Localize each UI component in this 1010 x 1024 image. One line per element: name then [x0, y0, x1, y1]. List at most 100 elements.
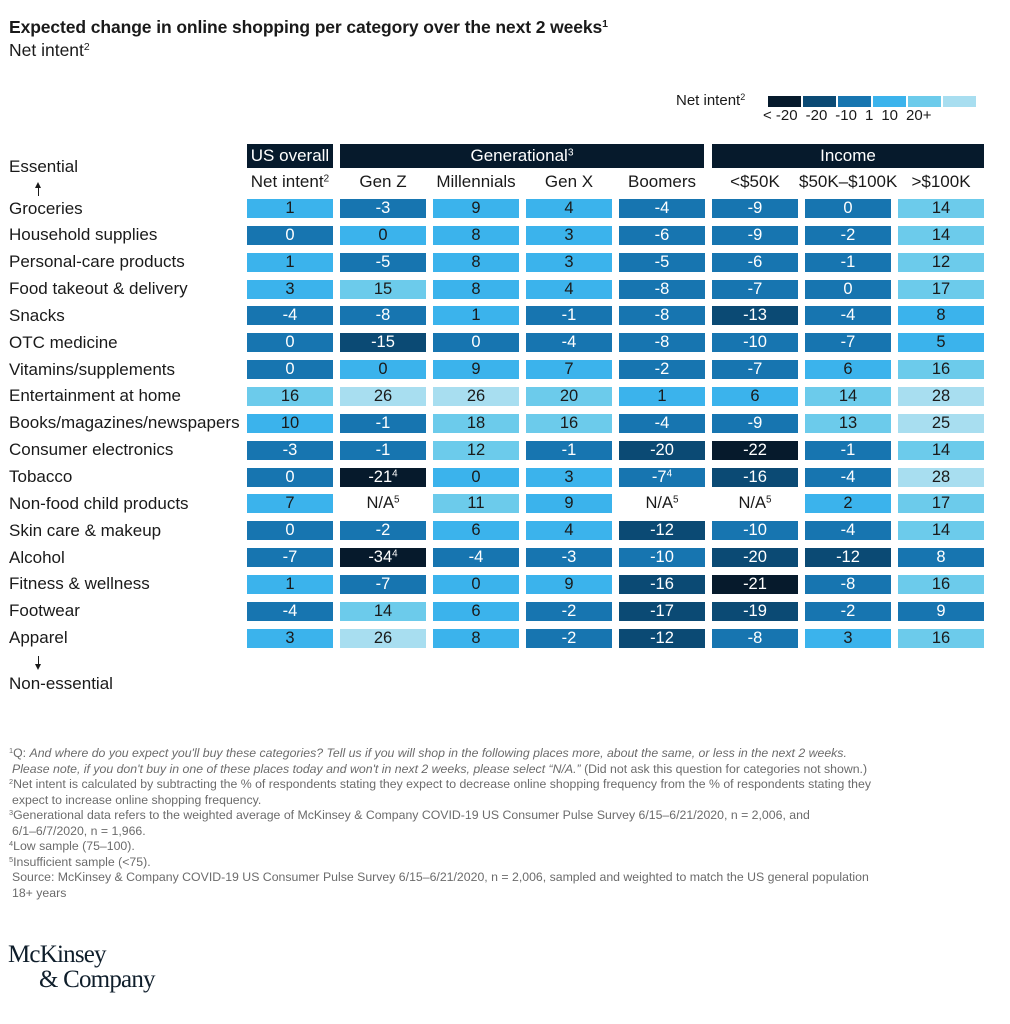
heatmap-cell: -3 — [247, 440, 333, 460]
heatmap-cell: 4 — [526, 521, 612, 541]
heatmap-cell: 14 — [898, 199, 984, 218]
heatmap-cell: 5 — [898, 333, 984, 353]
heatmap-cell: -9 — [712, 413, 798, 433]
footnote-4: 4Low sample (75–100). — [9, 838, 135, 853]
heatmap-cell: -1 — [526, 440, 612, 460]
legend-tick-label: 1 — [864, 107, 874, 124]
heatmap-cell: 1 — [619, 386, 705, 406]
heatmap-cell: -19 — [712, 601, 798, 621]
heatmap-cell: 0 — [805, 279, 891, 299]
heatmap-cell: -7 — [247, 548, 333, 568]
heatmap-cell: -15 — [340, 333, 426, 353]
heatmap-cell: 3 — [526, 225, 612, 245]
arrow-up-icon — [35, 182, 41, 188]
heatmap-cell: 26 — [340, 386, 426, 406]
heatmap-cell: N/A5 — [738, 494, 772, 513]
row-label: Fitness & wellness — [9, 574, 150, 594]
row-label: Footwear — [9, 601, 80, 621]
heatmap-cell: -8 — [619, 279, 705, 299]
footnote-source: Source: McKinsey & Company COVID-19 US C… — [12, 870, 869, 900]
heatmap-cell: 1 — [247, 199, 333, 218]
heatmap-cell: -2 — [526, 601, 612, 621]
row-label: Consumer electronics — [9, 440, 174, 460]
heatmap-cell: -3 — [340, 199, 426, 218]
axis-label-essential: Essential — [9, 157, 78, 176]
heatmap-cell: -4 — [526, 333, 612, 353]
heatmap-cell: 4 — [526, 199, 612, 218]
legend-swatch — [838, 96, 871, 107]
heatmap-cell: -7 — [805, 333, 891, 353]
footnotes: 1Q: And where do you expect you'll buy t… — [9, 746, 999, 901]
heatmap-cell: -7 — [712, 279, 798, 299]
heatmap-cell: 1 — [433, 306, 519, 326]
logo-line-1: McKinsey — [8, 941, 107, 968]
heatmap-cell: -3 — [526, 548, 612, 568]
heatmap-cell: 4 — [526, 279, 612, 299]
heatmap-cell: 13 — [805, 413, 891, 433]
heatmap-cell: 25 — [898, 413, 984, 433]
column-header: >$100K — [911, 172, 971, 191]
heatmap-cell: -6 — [712, 252, 798, 272]
heatmap-cell: -5 — [340, 252, 426, 272]
legend-tick-label: -10 — [835, 107, 857, 124]
axis-label-non-essential: Non-essential — [9, 674, 113, 693]
heatmap-cell: -4 — [805, 521, 891, 541]
heatmap-cell: 26 — [340, 628, 426, 648]
heatmap-cell: -7 — [712, 360, 798, 380]
chart-subtitle: Net intent2 — [9, 40, 90, 60]
heatmap-cell: -1 — [805, 440, 891, 460]
group-header-income: Income — [712, 144, 984, 168]
heatmap-cell: N/A5 — [366, 494, 400, 513]
heatmap-cell: 16 — [898, 574, 984, 594]
heatmap-cell: 28 — [898, 386, 984, 406]
legend-tick-label: 20+ — [906, 107, 932, 124]
row-label: Household supplies — [9, 225, 158, 245]
legend-swatch — [768, 96, 801, 107]
legend-swatch — [908, 96, 941, 107]
heatmap-cell: 14 — [898, 521, 984, 541]
heatmap-cell: -17 — [619, 601, 705, 621]
row-label: Groceries — [9, 198, 83, 218]
heatmap-cell: N/A5 — [645, 494, 679, 513]
heatmap-cell: 0 — [433, 574, 519, 594]
heatmap-cell: 7 — [526, 360, 612, 380]
legend-swatches — [768, 96, 978, 107]
legend-tick-label: -20 — [805, 107, 828, 124]
heatmap-cell: -214 — [340, 467, 426, 487]
heatmap-cell: 20 — [526, 386, 612, 406]
column-header: Millennials — [436, 172, 516, 191]
heatmap-cell: 12 — [898, 252, 984, 272]
heatmap-cell: -10 — [619, 548, 705, 568]
group-header-generational: Generational3 — [340, 144, 704, 168]
heatmap-cell: 0 — [247, 360, 333, 380]
heatmap-cell: -8 — [805, 574, 891, 594]
heatmap-cell: -4 — [247, 601, 333, 621]
heatmap-cell: 12 — [433, 440, 519, 460]
heatmap-cell: 8 — [433, 225, 519, 245]
heatmap-cell: 0 — [247, 333, 333, 353]
heatmap-cell: -20 — [712, 548, 798, 568]
row-label: Skin care & makeup — [9, 520, 162, 540]
heatmap-cell: 6 — [805, 360, 891, 380]
heatmap-cell: -4 — [619, 199, 705, 218]
heatmap-cell: 14 — [898, 225, 984, 245]
heatmap-cell: -22 — [712, 440, 798, 460]
row-label: OTC medicine — [9, 332, 118, 352]
logo-line-2: & Company — [39, 966, 156, 993]
mckinsey-logo: McKinsey & Company — [8, 941, 156, 993]
heatmap-cell: -4 — [805, 306, 891, 326]
legend-swatch — [943, 96, 976, 107]
heatmap-cell: -4 — [805, 467, 891, 487]
heatmap-cell: -2 — [805, 225, 891, 245]
heatmap-cell: 6 — [433, 521, 519, 541]
heatmap-cell: 9 — [526, 494, 612, 514]
heatmap-cell: -10 — [712, 521, 798, 541]
legend-ticks: < -20 -20 -10 1 10 20+ — [763, 107, 939, 124]
heatmap-cell: 0 — [247, 225, 333, 245]
heatmap-cell: 26 — [433, 386, 519, 406]
heatmap-cell: -4 — [619, 413, 705, 433]
heatmap-cell: -9 — [712, 225, 798, 245]
heatmap-cell: 0 — [433, 333, 519, 353]
heatmap-cell: 3 — [247, 279, 333, 299]
heatmap-cell: -12 — [619, 628, 705, 648]
